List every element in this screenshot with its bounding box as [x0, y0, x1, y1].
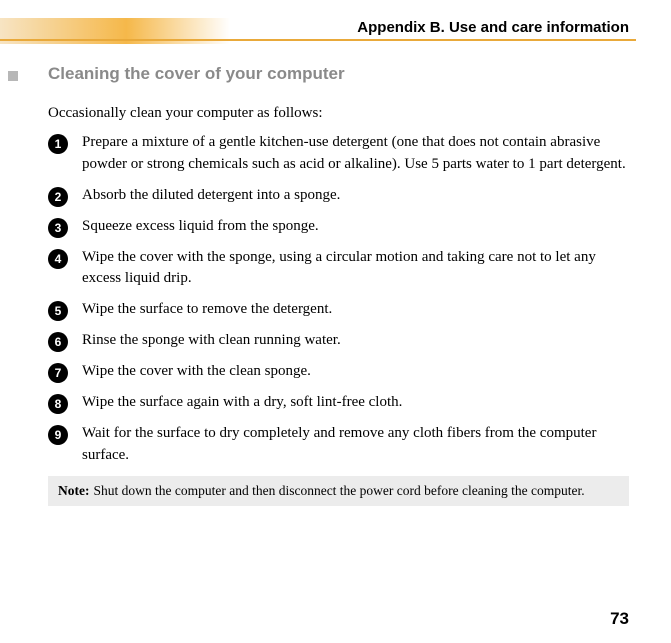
step-text: Rinse the sponge with clean running wate… [82, 330, 341, 352]
step-badge-icon: 7 [48, 363, 68, 383]
step-badge-icon: 4 [48, 249, 68, 269]
header-band: Appendix B. Use and care information [0, 18, 671, 44]
steps-container: 1 Prepare a mixture of a gentle kitchen-… [48, 132, 629, 506]
step-item: 8 Wipe the surface again with a dry, sof… [48, 392, 629, 414]
section-title: Cleaning the cover of your computer [48, 64, 345, 84]
step-badge-icon: 6 [48, 332, 68, 352]
step-text: Wipe the surface again with a dry, soft … [82, 392, 402, 414]
step-text: Absorb the diluted detergent into a spon… [82, 185, 340, 207]
section-intro: Occasionally clean your computer as foll… [48, 105, 323, 122]
page-number: 73 [610, 609, 629, 629]
step-text: Wipe the cover with the clean sponge. [82, 361, 311, 383]
step-item: 1 Prepare a mixture of a gentle kitchen-… [48, 132, 629, 176]
section-marker-icon [8, 71, 18, 81]
step-text: Wait for the surface to dry completely a… [82, 423, 629, 467]
note-box: Note: Shut down the computer and then di… [48, 476, 629, 506]
note-label: Note: [58, 482, 89, 500]
header-title: Appendix B. Use and care information [357, 19, 629, 36]
step-text: Wipe the cover with the sponge, using a … [82, 247, 629, 291]
step-item: 7 Wipe the cover with the clean sponge. [48, 361, 629, 383]
step-text: Prepare a mixture of a gentle kitchen-us… [82, 132, 629, 176]
step-item: 2 Absorb the diluted detergent into a sp… [48, 185, 629, 207]
step-text: Wipe the surface to remove the detergent… [82, 299, 332, 321]
note-text: Shut down the computer and then disconne… [93, 482, 619, 500]
step-badge-icon: 9 [48, 425, 68, 445]
step-badge-icon: 1 [48, 134, 68, 154]
step-badge-icon: 2 [48, 187, 68, 207]
step-item: 5 Wipe the surface to remove the deterge… [48, 299, 629, 321]
step-item: 4 Wipe the cover with the sponge, using … [48, 247, 629, 291]
step-badge-icon: 3 [48, 218, 68, 238]
step-item: 3 Squeeze excess liquid from the sponge. [48, 216, 629, 238]
header-underline [0, 39, 636, 41]
step-item: 9 Wait for the surface to dry completely… [48, 423, 629, 467]
step-text: Squeeze excess liquid from the sponge. [82, 216, 319, 238]
step-item: 6 Rinse the sponge with clean running wa… [48, 330, 629, 352]
step-badge-icon: 5 [48, 301, 68, 321]
step-badge-icon: 8 [48, 394, 68, 414]
